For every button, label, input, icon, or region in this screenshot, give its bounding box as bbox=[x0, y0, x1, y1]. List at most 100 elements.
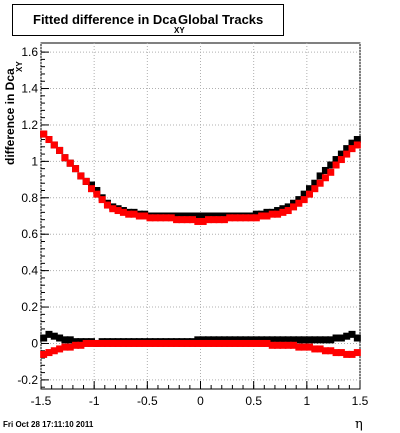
data-point-black bbox=[204, 336, 212, 344]
data-point-red bbox=[130, 339, 138, 347]
data-point-black bbox=[77, 338, 85, 346]
y-tick-label: 0 bbox=[31, 336, 38, 350]
y-tick-label: 1 bbox=[31, 154, 38, 168]
data-point-red bbox=[72, 341, 80, 349]
data-point-black bbox=[263, 336, 271, 344]
data-point-black bbox=[210, 212, 218, 220]
data-point-red bbox=[56, 345, 64, 353]
data-point-black bbox=[274, 336, 282, 344]
data-point-black bbox=[88, 181, 96, 189]
data-point-black bbox=[295, 196, 303, 204]
x-tick-label: -1.5 bbox=[31, 394, 52, 408]
data-point-black bbox=[231, 336, 239, 344]
data-point-red bbox=[178, 216, 186, 224]
data-point-red bbox=[268, 341, 276, 349]
data-point-red bbox=[135, 339, 143, 347]
data-point-red bbox=[263, 339, 271, 347]
data-point-black bbox=[279, 205, 287, 213]
data-point-black bbox=[258, 336, 266, 344]
data-point-red bbox=[98, 339, 106, 347]
data-point-red bbox=[231, 339, 239, 347]
data-point-red bbox=[226, 339, 234, 347]
data-point-red bbox=[109, 205, 117, 213]
timestamp-footer: Fri Oct 28 17:11:10 2011 bbox=[3, 420, 94, 429]
data-point-red bbox=[268, 210, 276, 218]
data-point-red bbox=[343, 150, 351, 158]
data-point-black bbox=[311, 336, 319, 344]
data-point-red bbox=[247, 339, 255, 347]
data-point-red bbox=[353, 141, 361, 149]
y-tick-label: 1.4 bbox=[21, 82, 38, 96]
data-point-black bbox=[268, 336, 276, 344]
x-tick-label: 0.5 bbox=[245, 394, 262, 408]
data-point-red bbox=[88, 339, 96, 347]
data-point-red bbox=[66, 343, 74, 351]
data-point-black bbox=[252, 336, 260, 344]
y-tick-label: 1.6 bbox=[21, 45, 38, 59]
data-point-red bbox=[119, 339, 127, 347]
data-point-red bbox=[82, 177, 90, 185]
data-point-red bbox=[252, 339, 260, 347]
data-point-red bbox=[61, 343, 69, 351]
data-point-red bbox=[327, 347, 335, 355]
data-point-red bbox=[189, 216, 197, 224]
data-point-red bbox=[204, 339, 212, 347]
data-point-black bbox=[93, 187, 101, 195]
x-tick-label: -0.5 bbox=[137, 394, 158, 408]
data-point-black bbox=[353, 334, 361, 342]
data-point-red bbox=[236, 214, 244, 222]
data-point-black bbox=[337, 150, 345, 158]
data-point-red bbox=[146, 214, 154, 222]
data-point-red bbox=[66, 159, 74, 167]
data-point-black bbox=[194, 212, 202, 220]
data-point-red bbox=[252, 214, 260, 222]
data-point-red bbox=[274, 341, 282, 349]
data-point-red bbox=[157, 214, 165, 222]
data-point-black bbox=[178, 212, 186, 220]
axis-ticks bbox=[40, 51, 361, 389]
data-point-black bbox=[226, 336, 234, 344]
data-point-black bbox=[290, 199, 298, 207]
data-point-red bbox=[162, 339, 170, 347]
data-point-red bbox=[353, 349, 361, 357]
data-point-red bbox=[300, 196, 308, 204]
data-point-black bbox=[215, 212, 223, 220]
data-point-red bbox=[178, 339, 186, 347]
data-point-black bbox=[242, 336, 250, 344]
data-points bbox=[40, 130, 361, 358]
data-point-black bbox=[327, 161, 335, 169]
data-point-red bbox=[50, 141, 58, 149]
data-point-red bbox=[72, 165, 80, 173]
data-point-black bbox=[66, 336, 74, 344]
data-point-red bbox=[210, 216, 218, 224]
data-point-red bbox=[82, 339, 90, 347]
data-point-red bbox=[220, 216, 228, 224]
data-point-black bbox=[194, 336, 202, 344]
data-point-red bbox=[242, 214, 250, 222]
data-point-red bbox=[93, 339, 101, 347]
data-point-red bbox=[258, 212, 266, 220]
data-point-red bbox=[56, 146, 64, 154]
data-point-red bbox=[316, 345, 324, 353]
data-point-red bbox=[167, 214, 175, 222]
data-point-black bbox=[50, 332, 58, 340]
data-point-red bbox=[337, 349, 345, 357]
data-point-red bbox=[40, 350, 48, 358]
data-point-black bbox=[236, 336, 244, 344]
tick-labels: -1.5 -1 -0.5 0 0.5 1 1.5 -0.2 0 0.2 0.4 0.6 0.8 1 1.2 1… bbox=[17, 45, 368, 408]
data-point-red bbox=[215, 216, 223, 224]
data-point-black bbox=[56, 334, 64, 342]
data-point-red bbox=[173, 216, 181, 224]
data-point-red bbox=[231, 214, 239, 222]
x-axis-label: η bbox=[355, 417, 363, 432]
data-point-red bbox=[311, 345, 319, 353]
data-point-red bbox=[146, 339, 154, 347]
data-point-black bbox=[343, 332, 351, 340]
data-point-red bbox=[284, 207, 292, 215]
data-point-black bbox=[220, 212, 228, 220]
title-box: Fitted difference in Dca XY Global Track… bbox=[12, 4, 284, 36]
data-point-black bbox=[321, 166, 329, 174]
data-point-red bbox=[183, 339, 191, 347]
data-point-red bbox=[114, 207, 122, 215]
data-point-red bbox=[130, 210, 138, 218]
